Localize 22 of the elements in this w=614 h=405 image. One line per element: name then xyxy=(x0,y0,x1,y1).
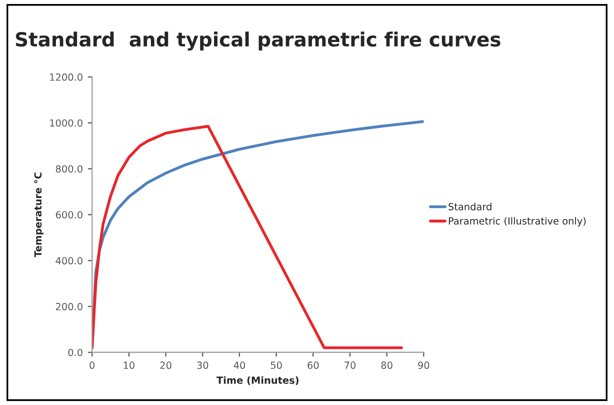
y-tick-label: 1200.0 xyxy=(50,73,82,81)
y-axis-title: Temperature °C xyxy=(34,172,44,258)
x-tick-label: 80 xyxy=(381,362,392,369)
x-tick-label: 20 xyxy=(160,362,172,369)
x-tick-label: 60 xyxy=(308,362,319,369)
y-tick-label: 600.0 xyxy=(56,211,82,218)
x-tick-label: 0 xyxy=(90,362,95,369)
y-tick-label: 200.0 xyxy=(56,302,82,310)
y-tick-label: 0.0 xyxy=(68,348,82,356)
y-tick-label: 1000.0 xyxy=(50,119,82,127)
x-axis-title: Time (Minutes) xyxy=(216,376,298,386)
x-tick-label: 90 xyxy=(418,362,430,369)
x-tick-label: 10 xyxy=(124,362,134,369)
y-tick-label: 400.0 xyxy=(56,257,82,264)
y-tick-label: 800.0 xyxy=(56,165,82,173)
legend-label: Parametric (Illustrative only) xyxy=(448,217,586,226)
x-tick-label: 40 xyxy=(234,362,245,369)
x-tick-label: 70 xyxy=(344,362,356,369)
x-tick-label: 50 xyxy=(270,362,282,369)
legend-label: Standard xyxy=(448,202,492,210)
x-tick-label: 30 xyxy=(197,362,208,369)
chart-title: Standard and typical parametric fire curves xyxy=(16,32,500,51)
